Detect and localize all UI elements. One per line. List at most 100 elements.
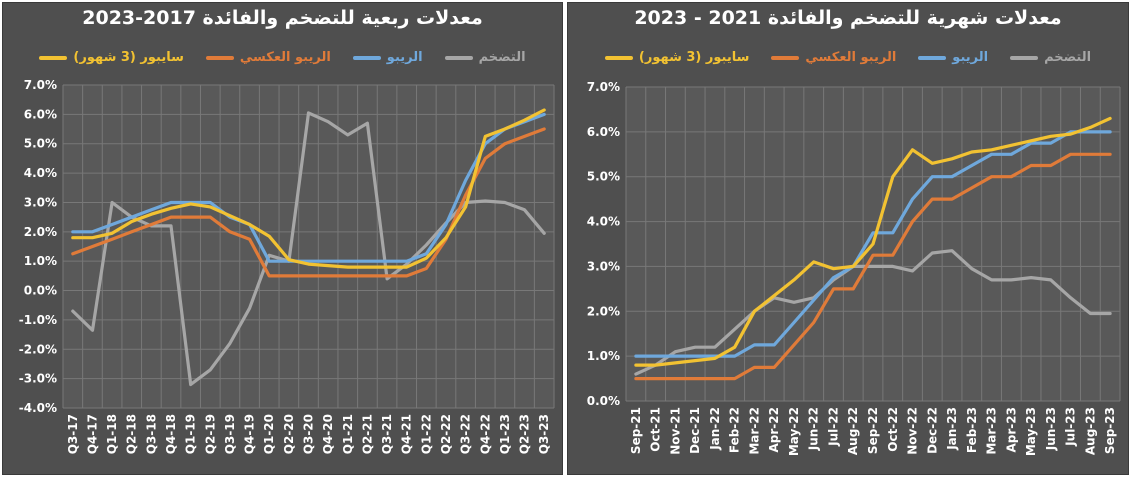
series-line-saibor — [634, 116, 1112, 367]
legend-label: التضخم — [1044, 50, 1092, 65]
series-line-reverse-repo — [634, 152, 1112, 381]
y-tick-label: 1.0% — [587, 349, 620, 363]
x-tick-label: Mar-22 — [747, 407, 761, 455]
chart-title: معدلات شهرية للتضخم والفائدة 2021 - 2023 — [634, 7, 1062, 29]
x-tick-label: Nov-22 — [906, 407, 920, 455]
x-tick-label: May-22 — [787, 407, 801, 456]
series-line-saibor — [71, 108, 546, 269]
series-line-reverse-repo — [71, 127, 546, 278]
legend-swatch — [1010, 55, 1039, 60]
x-tick-label: Q3-20 — [302, 414, 316, 454]
legend-item-reverse-repo: الريبو العكسي — [205, 50, 331, 65]
legend-swatch — [205, 55, 234, 60]
y-tick-label: 7.0% — [587, 80, 620, 94]
x-tick-label: Q1-18 — [105, 414, 119, 454]
legend-label: الريبو العكسي — [805, 50, 897, 65]
x-tick-label: Q3-17 — [66, 414, 80, 454]
x-tick-label: Jul-22 — [826, 407, 840, 447]
y-tick-label: 5.0% — [24, 137, 57, 151]
x-tick-label: Q2-23 — [518, 414, 532, 454]
legend: التضخم الريبو الريبو العكسي سايبور (3 شه… — [568, 50, 1128, 65]
series-line-repo — [71, 112, 546, 263]
x-tick-label: Jan-22 — [708, 407, 722, 451]
x-tick-label: Q4-19 — [243, 414, 257, 454]
series-line-repo — [634, 130, 1112, 358]
y-tick-label: 3.0% — [587, 259, 620, 273]
y-tick-label: 2.0% — [587, 304, 620, 318]
y-tick-label: -1.0% — [19, 313, 57, 327]
y-tick-label: 3.0% — [24, 195, 57, 209]
legend-label: سايبور (3 شهور) — [638, 50, 750, 65]
legend-swatch — [352, 55, 381, 60]
legend-item-inflation: التضخم — [444, 50, 526, 65]
y-tick-label: -4.0% — [19, 401, 57, 415]
y-tick-label: 2.0% — [24, 225, 57, 239]
legend-item-repo: الريبو — [352, 50, 423, 65]
legend-label: الريبو — [952, 50, 989, 65]
legend-item-repo: الريبو — [918, 50, 988, 65]
y-tick-label: 4.0% — [24, 166, 57, 180]
x-tick-label: Sep-22 — [866, 407, 880, 454]
legend-label: الريبو — [386, 50, 423, 65]
x-tick-label: Q4-22 — [478, 414, 492, 454]
y-tick-label: 4.0% — [587, 215, 620, 229]
x-tick-label: Q2-19 — [203, 414, 217, 454]
x-tick-label: Q1-23 — [498, 414, 512, 454]
x-tick-label: Jun-22 — [807, 407, 821, 451]
legend-swatch — [604, 55, 633, 60]
x-tick-label: Q3-23 — [537, 414, 551, 454]
x-tick-label: Jan-23 — [945, 407, 959, 451]
x-tick-label: Q2-18 — [125, 414, 139, 454]
x-tick-label: Q2-22 — [439, 414, 453, 454]
x-tick-label: Q1-22 — [419, 414, 433, 454]
series-line-inflation — [634, 249, 1112, 376]
x-tick-label: Sep-23 — [1103, 407, 1117, 454]
x-tick-label: Q1-20 — [262, 414, 276, 454]
y-tick-label: -2.0% — [19, 342, 57, 356]
x-tick-label: Aug-22 — [846, 407, 860, 455]
chart-title: معدلات ربعية للتضخم والفائدة 2017-2023 — [82, 7, 483, 29]
plot-area: -4.0% -3.0% -2.0% -1.0% 0.0% 1.0% 2.0% 3.0% 4.0%… — [19, 78, 555, 454]
x-tick-label: Q4-20 — [321, 414, 335, 454]
x-tick-label: Sep-21 — [629, 407, 643, 454]
legend-item-reverse-repo: الريبو العكسي — [771, 50, 896, 65]
y-tick-label: 1.0% — [24, 254, 57, 268]
legend-swatch — [39, 55, 68, 60]
legend-label: الريبو العكسي — [239, 50, 331, 65]
x-tick-label: Feb-23 — [965, 407, 979, 453]
legend-label: سايبور (3 شهور) — [73, 50, 184, 65]
x-tick-label: May-23 — [1024, 407, 1038, 456]
plot-area: 0.0% 1.0% 2.0% 3.0% 4.0% 5.0% 6.0% 7.0% Sep-21 Oc… — [587, 80, 1121, 456]
legend-swatch — [444, 55, 473, 60]
x-tick-label: Apr-23 — [1004, 407, 1018, 452]
x-tick-label: Q4-18 — [164, 414, 178, 454]
x-tick-label: Q3-21 — [380, 414, 394, 454]
x-tick-label: Nov-21 — [668, 407, 682, 455]
chart-panel-quarterly: معدلات ربعية للتضخم والفائدة 2017-2023 ا… — [2, 2, 563, 475]
x-tick-label: Feb-22 — [728, 407, 742, 453]
x-tick-label: Q3-18 — [144, 414, 158, 454]
x-tick-label: Apr-22 — [767, 407, 781, 452]
legend-item-saibor: سايبور (3 شهور) — [604, 50, 750, 65]
legend: التضخم الريبو الريبو العكسي سايبور (3 شه… — [3, 50, 562, 65]
x-tick-label: Aug-23 — [1083, 407, 1097, 455]
x-tick-label: Dec-21 — [688, 407, 702, 454]
x-tick-label: Q1-19 — [184, 414, 198, 454]
x-tick-label: Mar-23 — [985, 407, 999, 455]
legend-swatch — [918, 55, 947, 60]
x-tick-label: Q2-20 — [282, 414, 296, 454]
x-tick-label: Q3-19 — [223, 414, 237, 454]
x-tick-label: Q1-21 — [341, 414, 355, 454]
y-tick-label: 5.0% — [587, 170, 620, 184]
legend-label: التضخم — [478, 50, 526, 65]
y-tick-label: 0.0% — [24, 284, 57, 298]
x-tick-label: Jun-23 — [1044, 407, 1058, 451]
legend-swatch — [771, 55, 800, 60]
x-tick-label: Oct-22 — [886, 407, 900, 452]
y-tick-label: 6.0% — [24, 107, 57, 121]
plot-background — [63, 85, 554, 408]
y-tick-label: -3.0% — [19, 372, 57, 386]
x-tick-label: Dec-22 — [925, 407, 939, 454]
chart-panel-monthly: معدلات شهرية للتضخم والفائدة 2021 - 2023… — [567, 2, 1129, 475]
legend-item-inflation: التضخم — [1010, 50, 1091, 65]
